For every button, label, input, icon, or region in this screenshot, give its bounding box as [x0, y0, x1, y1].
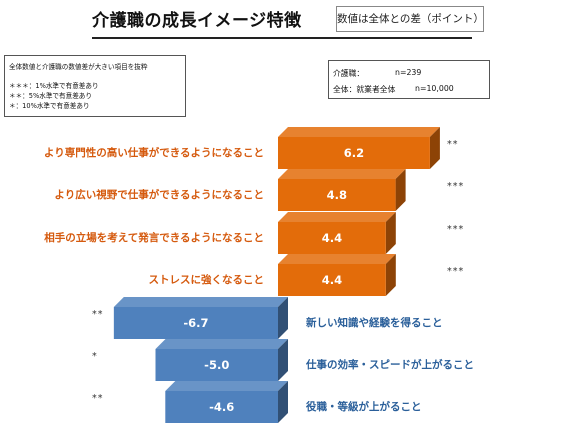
bar-value-label: -5.0: [204, 358, 229, 372]
category-label: 相手の立場を考えて発言できるようになること: [44, 232, 264, 244]
bar-6: -5.0: [155, 339, 288, 381]
bar-value-label: 6.2: [344, 146, 364, 160]
category-label: 仕事の効率・スピードが上がること: [306, 359, 474, 371]
significance-marker: **: [447, 139, 459, 150]
bar-value-label: -6.7: [183, 316, 208, 330]
bar-side-face: [385, 212, 396, 254]
bar-7: -4.6: [165, 381, 288, 423]
title-underline: [92, 37, 472, 39]
category-label: より広い視野で仕事ができるようになること: [54, 189, 264, 201]
bar-side-face: [278, 339, 288, 381]
category-label: より専門性の高い仕事ができるようになること: [43, 147, 264, 159]
bar-5: -6.7: [113, 297, 288, 339]
bar-value-label: -4.6: [209, 400, 234, 414]
significance-marker: ***: [447, 181, 465, 192]
sample-size-box: 介護職： n=239 全体：就業者全体 n=10,000: [328, 60, 490, 99]
bar-front-face: [155, 349, 278, 381]
bar-front-face: [278, 179, 396, 211]
bar-side-face: [395, 169, 406, 211]
bar-value-label: 4.8: [327, 188, 347, 202]
bar-value-label: 4.4: [322, 231, 342, 245]
bar-2: 4.8: [278, 169, 406, 211]
bar-side-face: [278, 297, 288, 339]
category-label: 新しい知識や経験を得ること: [306, 317, 443, 329]
bar-1: 6.2: [278, 127, 440, 169]
bar-front-face: [165, 391, 278, 423]
bar-top-face: [278, 254, 396, 264]
legend-line-2: ＊＊：5%水準で有意差あり: [9, 92, 92, 100]
bar-side-face: [385, 254, 396, 296]
bar-top-face: [278, 212, 396, 222]
sample-row2-value: n=10,000: [415, 84, 454, 93]
bar-4: 4.4: [278, 254, 396, 296]
bar-3: 4.4: [278, 212, 396, 254]
bar-top-face: [278, 127, 440, 137]
significance-marker: ***: [447, 224, 465, 235]
category-label: 役職・等級が上がること: [306, 401, 422, 413]
sample-row1-label: 介護職：: [333, 69, 365, 78]
bar-side-face: [278, 381, 288, 423]
bar-front-face: [278, 222, 386, 254]
bar-top-face: [155, 339, 288, 349]
significance-marker: *: [92, 351, 98, 362]
category-label: ストレスに強くなること: [148, 274, 265, 286]
sample-row2-label: 全体：就業者全体: [333, 85, 396, 94]
bar-side-face: [429, 127, 440, 169]
significance-marker: ***: [447, 266, 465, 277]
significance-marker: **: [92, 309, 104, 320]
unit-note: 数値は全体との差（ポイント）: [336, 6, 484, 32]
bar-front-face: [278, 264, 386, 296]
legend-heading: 全体数値と介護職の数値差が大きい項目を抜粋: [9, 63, 148, 71]
bar-front-face: [113, 307, 278, 339]
significance-legend: 全体数値と介護職の数値差が大きい項目を抜粋 ＊＊＊：1%水準で有意差あり ＊＊：…: [4, 55, 186, 117]
bar-top-face: [165, 381, 288, 391]
page-title: 介護職の成長イメージ特徴: [92, 11, 302, 31]
legend-line-3: ＊：10%水準で有意差あり: [9, 102, 90, 110]
bar-value-label: 4.4: [322, 273, 342, 287]
bar-top-face: [278, 169, 406, 179]
bar-top-face: [113, 297, 288, 307]
significance-marker: **: [92, 393, 104, 404]
sample-row1-value: n=239: [395, 68, 422, 77]
bar-front-face: [278, 137, 430, 169]
legend-line-1: ＊＊＊：1%水準で有意差あり: [9, 82, 99, 90]
